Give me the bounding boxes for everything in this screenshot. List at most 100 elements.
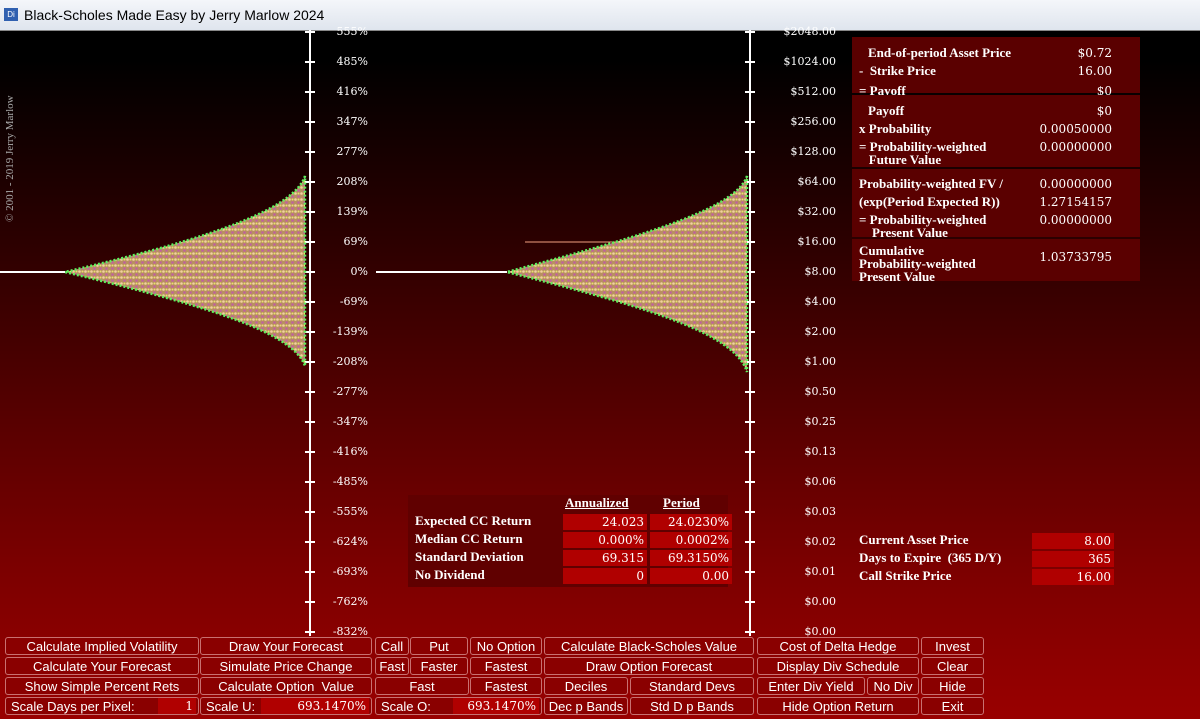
- axis-label: -762%: [333, 595, 368, 608]
- button[interactable]: Hide: [921, 677, 984, 695]
- calc-label: Cumulative Probability-weighted Present …: [859, 243, 976, 284]
- price-distribution: [502, 175, 749, 373]
- input-label: Call Strike Price: [859, 568, 952, 583]
- stat-annualized: 0.000%: [563, 532, 647, 548]
- calc-value: 0.00000000: [1039, 177, 1112, 191]
- axis-label: $16.00: [798, 235, 837, 248]
- input-value[interactable]: 8.00: [1032, 533, 1114, 549]
- button[interactable]: Dec p Bands: [544, 697, 628, 715]
- scale-value[interactable]: 1: [158, 698, 196, 714]
- scale-label: Scale Days per Pixel:: [11, 699, 135, 714]
- button[interactable]: Call: [375, 637, 409, 655]
- scale-value[interactable]: 693.1470%: [453, 698, 539, 714]
- scale-label: Scale O:: [381, 699, 431, 714]
- input-label: Days to Expire (365 D/Y): [859, 550, 1002, 565]
- column-header: Annualized: [565, 495, 629, 510]
- axis-label: $0.50: [805, 385, 837, 398]
- axis-label: $0.13: [805, 445, 837, 458]
- calc-section: End-of-period Asset Price $0.72 - Strike P…: [852, 37, 1140, 98]
- axis-label: -277%: [333, 385, 368, 398]
- button[interactable]: Show Simple Percent Rets: [5, 677, 199, 695]
- axis-label: -69%: [340, 295, 368, 308]
- button[interactable]: Put: [410, 637, 468, 655]
- calc-label: = Payoff: [859, 83, 906, 98]
- button[interactable]: Draw Option Forecast: [544, 657, 754, 675]
- calc-label: - Strike Price: [859, 63, 936, 78]
- axis-label: -139%: [333, 325, 368, 338]
- button[interactable]: Draw Your Forecast: [200, 637, 372, 655]
- button[interactable]: Calculate Option Value: [200, 677, 372, 695]
- button[interactable]: Fastest: [470, 677, 542, 695]
- button[interactable]: Hide Option Return: [757, 697, 919, 715]
- scale-field[interactable]: Scale U: 693.1470%: [200, 697, 372, 715]
- scale-label: Scale U:: [206, 699, 256, 714]
- calc-value: 1.27154157: [1039, 195, 1112, 209]
- axis-label: $128.00: [791, 145, 837, 158]
- calc-value: 1.03733795: [1039, 250, 1112, 264]
- axis-label: -624%: [333, 535, 368, 548]
- button[interactable]: Calculate Implied Volatility: [5, 637, 199, 655]
- axis-label: $1.00: [805, 355, 837, 368]
- scale-field[interactable]: Scale Days per Pixel: 1: [5, 697, 199, 715]
- column-header: Period: [663, 495, 700, 510]
- axis-label: $1024.00: [784, 55, 837, 68]
- axis-label: 416%: [337, 85, 368, 98]
- calc-label: = Probability-weighted Future Value: [859, 139, 987, 167]
- button[interactable]: Exit: [921, 697, 984, 715]
- input-value[interactable]: 365: [1032, 551, 1114, 567]
- axis-label: $2048.00: [784, 25, 837, 38]
- calc-value: 0.00050000: [1039, 122, 1112, 136]
- button[interactable]: Deciles: [544, 677, 628, 695]
- button[interactable]: Fastest: [470, 657, 542, 675]
- axis-label: -347%: [333, 415, 368, 428]
- axis-label: 208%: [337, 175, 368, 188]
- stat-period: 24.0230%: [650, 514, 732, 530]
- button[interactable]: Standard Devs: [630, 677, 754, 695]
- axis-label: 347%: [337, 115, 368, 128]
- stats-table: Annualized Period Expected CC Return 24.023…: [408, 495, 732, 587]
- button[interactable]: Fast: [375, 677, 469, 695]
- input-value[interactable]: 16.00: [1032, 569, 1114, 585]
- button[interactable]: Invest: [921, 637, 984, 655]
- axis-label: 139%: [337, 205, 368, 218]
- calc-label: Probability-weighted FV /: [859, 176, 1003, 191]
- input-label: Current Asset Price: [859, 532, 969, 547]
- button[interactable]: Enter Div Yield: [757, 677, 865, 695]
- button[interactable]: No Option: [470, 637, 542, 655]
- button[interactable]: Std D p Bands: [630, 697, 754, 715]
- axis-label: 0%: [351, 265, 368, 278]
- axis-label: -416%: [333, 445, 368, 458]
- button[interactable]: Cost of Delta Hedge: [757, 637, 919, 655]
- calc-label: (exp(Period Expected R)): [859, 194, 1000, 209]
- calc-value: 16.00: [1077, 64, 1112, 78]
- axis-label: $4.00: [805, 295, 837, 308]
- calc-section: Cumulative Probability-weighted Present …: [852, 239, 1140, 284]
- button[interactable]: Calculate Your Forecast: [5, 657, 199, 675]
- button[interactable]: Fast: [375, 657, 409, 675]
- window-title: Black-Scholes Made Easy by Jerry Marlow …: [24, 7, 325, 23]
- button[interactable]: Faster: [410, 657, 468, 675]
- axis-label: 555%: [337, 25, 368, 38]
- calc-value: $0: [1096, 104, 1112, 118]
- calc-label: End-of-period Asset Price: [868, 45, 1011, 60]
- button[interactable]: Calculate Black-Scholes Value: [544, 637, 754, 655]
- button[interactable]: Display Div Schedule: [757, 657, 919, 675]
- axis-label: -555%: [333, 505, 368, 518]
- axis-label: -832%: [333, 625, 368, 638]
- stat-period: 0.00: [650, 568, 732, 584]
- button[interactable]: Simulate Price Change: [200, 657, 372, 675]
- axis-label: $64.00: [798, 175, 837, 188]
- button[interactable]: Clear: [921, 657, 984, 675]
- axis-label: $0.00: [805, 595, 837, 608]
- axis-label: $0.00: [805, 625, 837, 638]
- scale-value[interactable]: 693.1470%: [261, 698, 369, 714]
- stat-label: Expected CC Return: [415, 513, 532, 528]
- axis-label: 277%: [337, 145, 368, 158]
- axis-label: $0.02: [805, 535, 837, 548]
- stat-label: No Dividend: [415, 567, 485, 582]
- scale-field[interactable]: Scale O: 693.1470%: [375, 697, 542, 715]
- axis-label: $0.06: [805, 475, 837, 488]
- button[interactable]: No Div: [867, 677, 919, 695]
- axis-label: $0.01: [805, 565, 837, 578]
